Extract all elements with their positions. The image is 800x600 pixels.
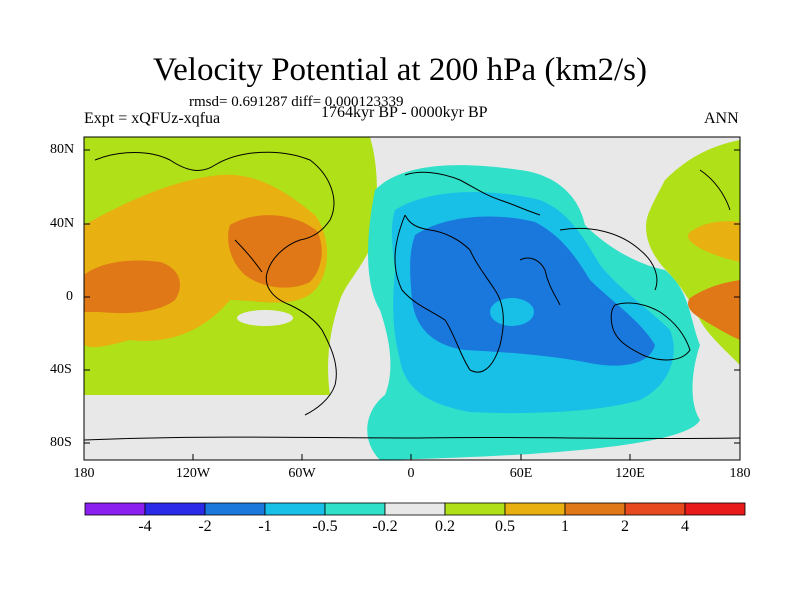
lon-label: 180 xyxy=(73,466,95,481)
colorbar-swatch xyxy=(204,502,266,516)
colorbar-swatch xyxy=(384,502,446,516)
colorbar-label: 2 xyxy=(621,518,629,535)
period-label: 1764kyr BP - 0000kyr BP xyxy=(321,104,488,121)
colorbar-label: 4 xyxy=(681,518,689,535)
lon-label: 120W xyxy=(175,466,211,481)
experiment-label: Expt = xQFUz-xqfua xyxy=(84,110,221,127)
lat-label: 40N xyxy=(50,216,75,231)
colorbar xyxy=(84,502,746,516)
coastlines xyxy=(84,151,740,441)
lon-label: 0 xyxy=(407,466,415,481)
colorbar-label: -0.5 xyxy=(312,518,338,535)
colorbar-label: -0.2 xyxy=(372,518,398,535)
colorbar-label: -1 xyxy=(258,518,272,535)
field-gray-patch xyxy=(237,310,293,326)
colorbar-label: -4 xyxy=(138,518,152,535)
lon-label: 60W xyxy=(288,466,316,481)
lat-ticks xyxy=(84,149,740,444)
velocity-potential-field xyxy=(84,137,740,460)
colorbar-label: 0.2 xyxy=(435,518,455,535)
field-deep-orange-west xyxy=(84,260,180,314)
field-cyan-patch xyxy=(490,298,534,326)
plot-title: Velocity Potential at 200 hPa (km2/s) xyxy=(152,52,648,88)
lat-label: 80N xyxy=(50,142,75,157)
colorbar-swatch xyxy=(84,502,146,516)
colorbar-swatch xyxy=(624,502,686,516)
lat-label: 0 xyxy=(66,289,73,304)
colorbar-swatch xyxy=(324,502,386,516)
colorbar-swatch xyxy=(504,502,566,516)
colorbar-label: 0.5 xyxy=(495,518,515,535)
lat-label: 80S xyxy=(50,435,72,450)
lon-label: 60E xyxy=(509,466,533,481)
colorbar-swatch xyxy=(684,502,746,516)
stats-text: rmsd= 0.691287 diff= 0.000123339 xyxy=(189,94,404,110)
lon-label: 120E xyxy=(615,466,645,481)
field-deep-orange-central xyxy=(228,215,322,288)
field-yellow-far-east xyxy=(687,221,740,262)
colorbar-swatch xyxy=(144,502,206,516)
colorbar-swatch xyxy=(564,502,626,516)
lon-label: 180 xyxy=(729,466,751,481)
field-orange-far-east xyxy=(688,280,740,340)
colorbar-swatch xyxy=(444,502,506,516)
season-label: ANN xyxy=(704,110,739,127)
colorbar-label: -2 xyxy=(198,518,212,535)
colorbar-label: 1 xyxy=(561,518,569,535)
colorbar-swatch xyxy=(264,502,326,516)
map-frame xyxy=(83,136,741,461)
lon-ticks xyxy=(83,454,741,460)
lat-label: 40S xyxy=(50,362,72,377)
